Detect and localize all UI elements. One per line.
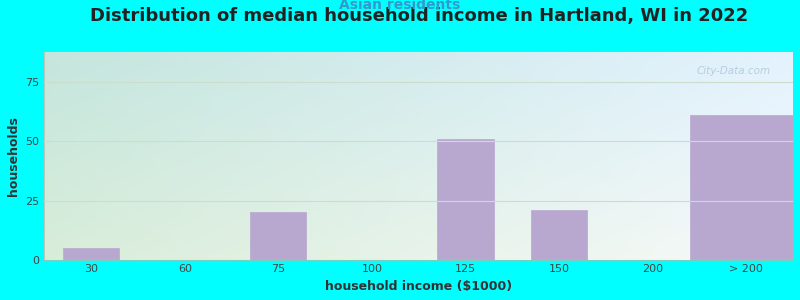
Title: Distribution of median household income in Hartland, WI in 2022: Distribution of median household income … [90,7,748,25]
Text: Asian residents: Asian residents [339,0,461,12]
Text: City-Data.com: City-Data.com [697,66,770,76]
Y-axis label: households: households [7,116,20,196]
Bar [690,116,800,260]
Bar [531,210,587,260]
Bar [63,248,119,260]
X-axis label: household income ($1000): household income ($1000) [326,280,512,293]
Bar [438,139,494,260]
Bar [250,212,306,260]
